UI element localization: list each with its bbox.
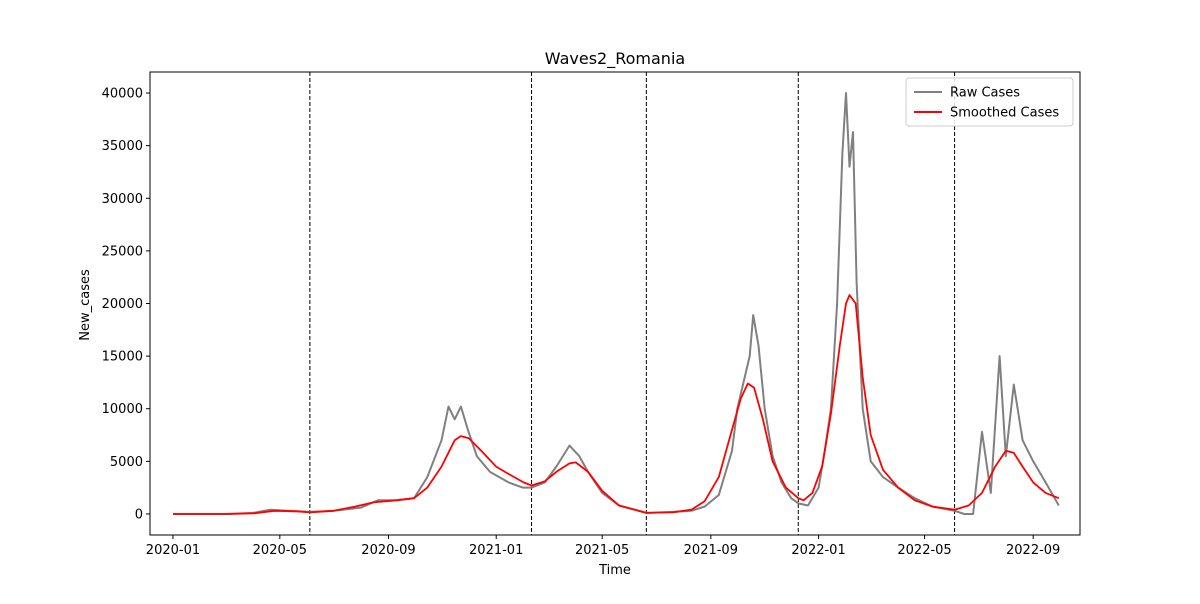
plot-area xyxy=(150,72,1080,535)
y-tick-label: 20000 xyxy=(102,297,143,312)
x-tick-label: 2021-09 xyxy=(684,543,738,558)
legend-smoothed-label: Smoothed Cases xyxy=(950,106,1059,121)
legend-raw-label: Raw Cases xyxy=(950,86,1020,101)
x-tick-label: 2021-05 xyxy=(575,543,629,558)
y-axis-label: New_cases xyxy=(78,269,93,341)
y-tick-label: 25000 xyxy=(102,244,143,259)
x-tick-label: 2022-09 xyxy=(1006,543,1060,558)
legend: Raw Cases Smoothed Cases xyxy=(905,77,1074,127)
x-tick-label: 2021-01 xyxy=(469,543,523,558)
chart-title: Waves2_Romania xyxy=(545,49,685,69)
x-tick-label: 2020-09 xyxy=(361,543,415,558)
y-tick-label: 30000 xyxy=(102,192,143,207)
x-tick-label: 2022-01 xyxy=(791,543,845,558)
x-tick-label: 2020-05 xyxy=(253,543,307,558)
y-tick-label: 40000 xyxy=(102,87,143,102)
y-tick-label: 15000 xyxy=(102,350,143,365)
y-tick-label: 0 xyxy=(135,507,143,522)
legend-box xyxy=(905,77,1074,127)
x-axis-label: Time xyxy=(598,563,631,578)
x-tick-label: 2022-05 xyxy=(897,543,951,558)
y-tick-label: 10000 xyxy=(102,402,143,417)
x-tick-label: 2020-01 xyxy=(146,543,200,558)
smoothed-cases-line xyxy=(173,294,1060,515)
y-tick-label: 35000 xyxy=(102,139,143,154)
y-tick-label: 5000 xyxy=(110,455,143,470)
